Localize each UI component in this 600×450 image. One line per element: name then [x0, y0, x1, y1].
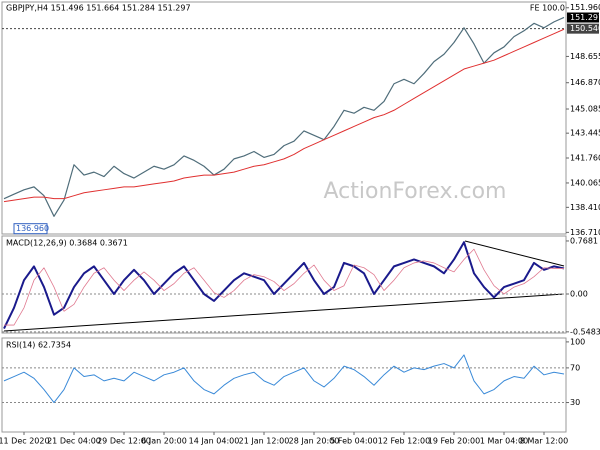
y-tick-label: 30: [570, 398, 580, 407]
x-tick-label: 8 Mar 12:00: [520, 437, 568, 446]
series-line: [3, 16, 565, 217]
x-tick-label: 21 Dec 04:00: [47, 437, 101, 446]
x-tick-label: 11 Dec 2020: [0, 437, 50, 446]
y-tick-label: 151.960: [570, 3, 600, 12]
fe-label: FE 100.0: [530, 4, 565, 13]
x-tick-label: 21 Jan 12:00: [239, 437, 290, 446]
series-line: [3, 28, 565, 203]
macd-header: MACD(12,26,9) 0.3684 0.3671: [6, 239, 128, 248]
level-box: [567, 12, 599, 23]
y-tick-label: 70: [570, 363, 580, 372]
y-tick-label: 0.7681: [570, 236, 598, 245]
y-tick-label: 141.760: [570, 153, 600, 162]
rsi-header: RSI(14) 62.7354: [6, 341, 71, 350]
level-label: 150.540: [570, 24, 600, 33]
x-tick-label: 14 Jan 04:00: [189, 437, 240, 446]
series-line: [3, 241, 565, 329]
series-line: [4, 248, 564, 326]
level-label: 151.297: [570, 13, 600, 22]
series-line: [3, 354, 565, 404]
y-tick-label: 143.445: [570, 129, 600, 138]
price-header: GBPJPY,H4 151.496 151.664 151.284 151.29…: [6, 4, 191, 13]
x-tick-label: 29 Dec 12:00: [97, 437, 151, 446]
y-tick-label: 0.00: [570, 289, 588, 298]
trendline: [464, 240, 565, 267]
x-tick-label: 5 Feb 04:00: [330, 437, 377, 446]
price-panel: [1, 1, 567, 235]
level-box: [567, 23, 599, 34]
x-tick-label: 6 Jan 20:00: [141, 437, 187, 446]
watermark: ActionForex.com: [324, 179, 507, 204]
y-tick-label: 100: [570, 337, 585, 346]
y-tick-label: 138.410: [570, 203, 600, 212]
trendline: [3, 293, 565, 332]
low-label: 136.960: [16, 224, 49, 233]
y-tick-label: 146.870: [570, 78, 600, 87]
low-box: [13, 223, 48, 235]
y-tick-label: 136.710: [570, 228, 600, 237]
x-tick-label: 28 Jan 20:00: [289, 437, 340, 446]
macd-panel: [1, 235, 567, 334]
x-tick-label: 12 Feb 12:00: [378, 437, 430, 446]
x-tick-label: 1 Mar 04:00: [480, 437, 528, 446]
y-tick-label: 140.065: [570, 178, 600, 187]
rsi-panel: [1, 337, 567, 433]
y-tick-label: 148.655: [570, 52, 600, 61]
y-tick-label: -0.5483: [570, 327, 600, 336]
x-tick-label: 19 Feb 20:00: [428, 437, 480, 446]
y-tick-label: 145.085: [570, 105, 600, 114]
